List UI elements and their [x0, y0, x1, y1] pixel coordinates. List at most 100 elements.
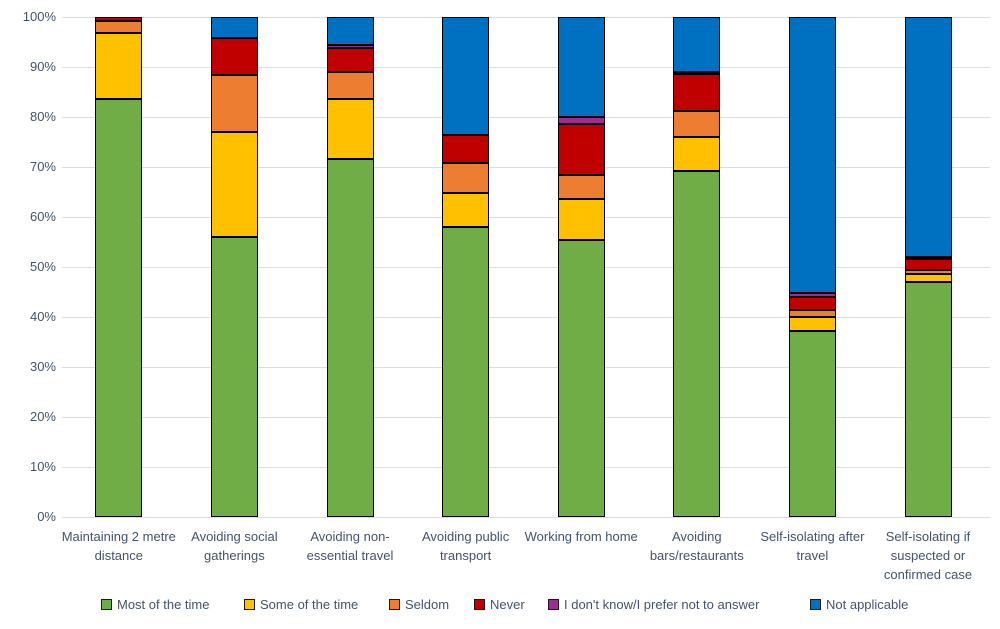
bar-3	[326, 17, 374, 517]
gridline-90	[62, 67, 990, 68]
legend-item: I don't know/I prefer not to answer	[548, 597, 759, 612]
bar-segment	[95, 17, 143, 21]
y-axis-tick-label: 100%	[22, 9, 56, 24]
bar-6	[673, 17, 721, 517]
bar-segment	[673, 72, 721, 74]
bar-segment	[904, 273, 952, 282]
legend-label: Not applicable	[826, 597, 909, 612]
bar-segment	[442, 227, 490, 517]
legend-marker-icon	[244, 599, 255, 610]
bar-segment	[442, 134, 490, 163]
bar-segment	[326, 47, 374, 72]
bar-segment	[673, 17, 721, 72]
x-axis-category-label: Self-isolating after travel	[760, 529, 865, 563]
gridline-60	[62, 217, 990, 218]
bar-segment	[326, 17, 374, 45]
bar-7	[788, 17, 836, 517]
bar-segment	[557, 174, 605, 199]
bar-2	[210, 17, 258, 517]
legend-item: Never	[474, 597, 525, 612]
bar-segment	[326, 71, 374, 99]
gridline-80	[62, 117, 990, 118]
bar-segment	[95, 98, 143, 517]
x-axis-category-label: Avoiding public transport	[421, 529, 510, 563]
bar-segment	[788, 297, 836, 310]
bar-segment	[904, 16, 952, 257]
gridline-30	[62, 367, 990, 368]
bar-segment	[557, 116, 605, 124]
bar-segment	[673, 136, 721, 171]
y-axis-tick-label: 80%	[29, 109, 56, 124]
bar-segment	[673, 74, 721, 111]
bar-segment	[442, 192, 490, 227]
gridline-70	[62, 167, 990, 168]
legend-marker-icon	[810, 599, 821, 610]
bar-1	[95, 17, 143, 517]
bar-segment	[788, 309, 836, 317]
gridline-40	[62, 317, 990, 318]
legend-label: I don't know/I prefer not to answer	[564, 597, 760, 612]
bar-segment	[210, 17, 258, 38]
y-axis-tick-label: 20%	[29, 409, 56, 424]
bar-segment	[442, 17, 490, 135]
bar-segment	[673, 110, 721, 137]
legend-marker-icon	[474, 599, 485, 610]
legend-marker-icon	[101, 599, 112, 610]
bar-8	[904, 16, 952, 517]
bar-segment	[326, 98, 374, 159]
bar-segment	[557, 198, 605, 240]
bar-segment	[210, 38, 258, 75]
x-axis-category-label: Avoiding social gatherings	[191, 529, 278, 563]
bar-segment	[95, 32, 143, 99]
y-axis-tick-label: 50%	[29, 259, 56, 274]
bar-segment	[210, 132, 258, 237]
bar-segment	[673, 170, 721, 517]
legend-label: Some of the time	[260, 597, 359, 612]
legend-label: Never	[490, 597, 525, 612]
bar-4	[442, 17, 490, 517]
gridline-50	[62, 267, 990, 268]
legend-marker-icon	[548, 599, 559, 610]
y-axis-tick-label: 70%	[29, 159, 56, 174]
gridline-10	[62, 467, 990, 468]
bar-segment	[788, 331, 836, 517]
x-axis-category-label: Working from home	[524, 529, 638, 544]
bar-segment	[904, 269, 952, 274]
y-axis-tick-label: 40%	[29, 309, 56, 324]
y-axis-tick-label: 60%	[29, 209, 56, 224]
y-axis-tick-label: 30%	[29, 359, 56, 374]
legend-item: Seldom	[389, 597, 449, 612]
bar-segment	[210, 237, 258, 517]
x-axis-category-label: Maintaining 2 metre distance	[61, 529, 176, 563]
y-axis-tick-label: 10%	[29, 459, 56, 474]
x-axis-category-label: Self-isolating if suspected or confirmed…	[883, 529, 973, 582]
gridline-20	[62, 417, 990, 418]
bar-segment	[95, 20, 143, 33]
bar-segment	[442, 162, 490, 193]
bar-segment	[557, 17, 605, 117]
bar-segment	[904, 256, 952, 259]
bar-segment	[788, 317, 836, 331]
legend-marker-icon	[389, 599, 400, 610]
bar-segment	[788, 17, 836, 293]
bar-segment	[788, 293, 836, 297]
x-axis-category-label: Avoiding non-essential travel	[306, 529, 394, 563]
bar-segment	[326, 158, 374, 517]
legend-item: Some of the time	[244, 597, 358, 612]
legend-item: Not applicable	[810, 597, 908, 612]
bar-segment	[557, 240, 605, 517]
legend-label: Most of the time	[117, 597, 210, 612]
legend-label: Seldom	[405, 597, 450, 612]
bar-5	[557, 17, 605, 517]
gridline-0	[62, 517, 990, 518]
bar-segment	[326, 44, 374, 48]
bar-segment	[904, 282, 952, 517]
legend-item: Most of the time	[101, 597, 209, 612]
gridline-100	[62, 17, 990, 18]
bar-segment	[557, 124, 605, 175]
y-axis-tick-label: 0%	[37, 509, 56, 524]
bar-segment	[210, 74, 258, 132]
bar-segment	[904, 258, 952, 270]
x-axis-category-label: Avoiding bars/restaurants	[649, 529, 744, 563]
